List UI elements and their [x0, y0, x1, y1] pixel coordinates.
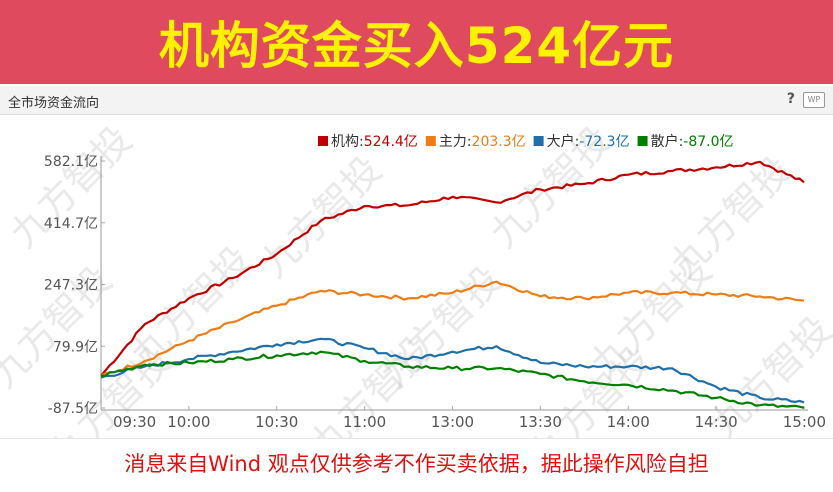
- x-tick-label: 10:00: [167, 413, 210, 431]
- y-tick-label: 582.1亿: [44, 154, 98, 170]
- banner-title: 机构资金买入524亿元: [158, 17, 675, 75]
- y-tick-label: -87.5亿: [48, 401, 98, 417]
- x-tick-label: 14:30: [695, 413, 738, 431]
- x-tick-label: 13:30: [519, 413, 562, 431]
- watermark-text: 九方智投: [2, 118, 141, 257]
- x-tick-label: 11:00: [343, 413, 386, 431]
- y-tick-label: 247.3亿: [44, 278, 98, 294]
- legend-value-3: -87.0亿: [683, 134, 733, 150]
- series-line-big: [100, 337, 805, 404]
- footer-disclaimer: 消息来自Wind 观点仅供参考不作买卖依据，据此操作风险自担: [124, 452, 709, 476]
- legend-swatch-3: [637, 136, 648, 146]
- y-tick-label: 414.7亿: [44, 216, 98, 232]
- legend-swatch-1: [425, 136, 436, 146]
- help-icon[interactable]: ?: [786, 91, 795, 107]
- panel-title: 全市场资金流向: [8, 96, 100, 111]
- legend-value-1: 203.3亿: [472, 134, 526, 150]
- legend-name-0: 机构:: [331, 134, 364, 150]
- series-line-inst: [100, 160, 805, 377]
- legend-swatch-2: [533, 136, 544, 146]
- panel-header: 全市场资金流向 ? WP: [0, 86, 833, 115]
- watermark-text: 九方智投: [252, 148, 391, 287]
- x-tick-label: 09:30: [113, 413, 156, 431]
- chart-panel: 全市场资金流向 ? WP: [0, 86, 833, 439]
- y-tick-label: 79.9亿: [53, 339, 98, 355]
- legend-value-2: -72.3亿: [579, 134, 629, 150]
- x-tick-label: 14:00: [607, 413, 650, 431]
- x-tick-label: 13:00: [431, 413, 474, 431]
- legend-name-1: 主力:: [439, 134, 472, 150]
- wp-icon[interactable]: WP: [803, 92, 825, 108]
- x-tick-label: 15:00: [783, 413, 826, 431]
- legend-name-3: 散户:: [651, 133, 684, 150]
- legend-name-2: 大户:: [547, 133, 580, 150]
- x-tick-label: 10:30: [255, 413, 298, 431]
- legend-swatch-0: [318, 136, 328, 146]
- series-line-retail: [100, 350, 805, 409]
- title-banner: 机构资金买入524亿元: [0, 0, 833, 84]
- series-line-main: [100, 280, 805, 377]
- legend-value-0: 524.4亿: [364, 134, 418, 150]
